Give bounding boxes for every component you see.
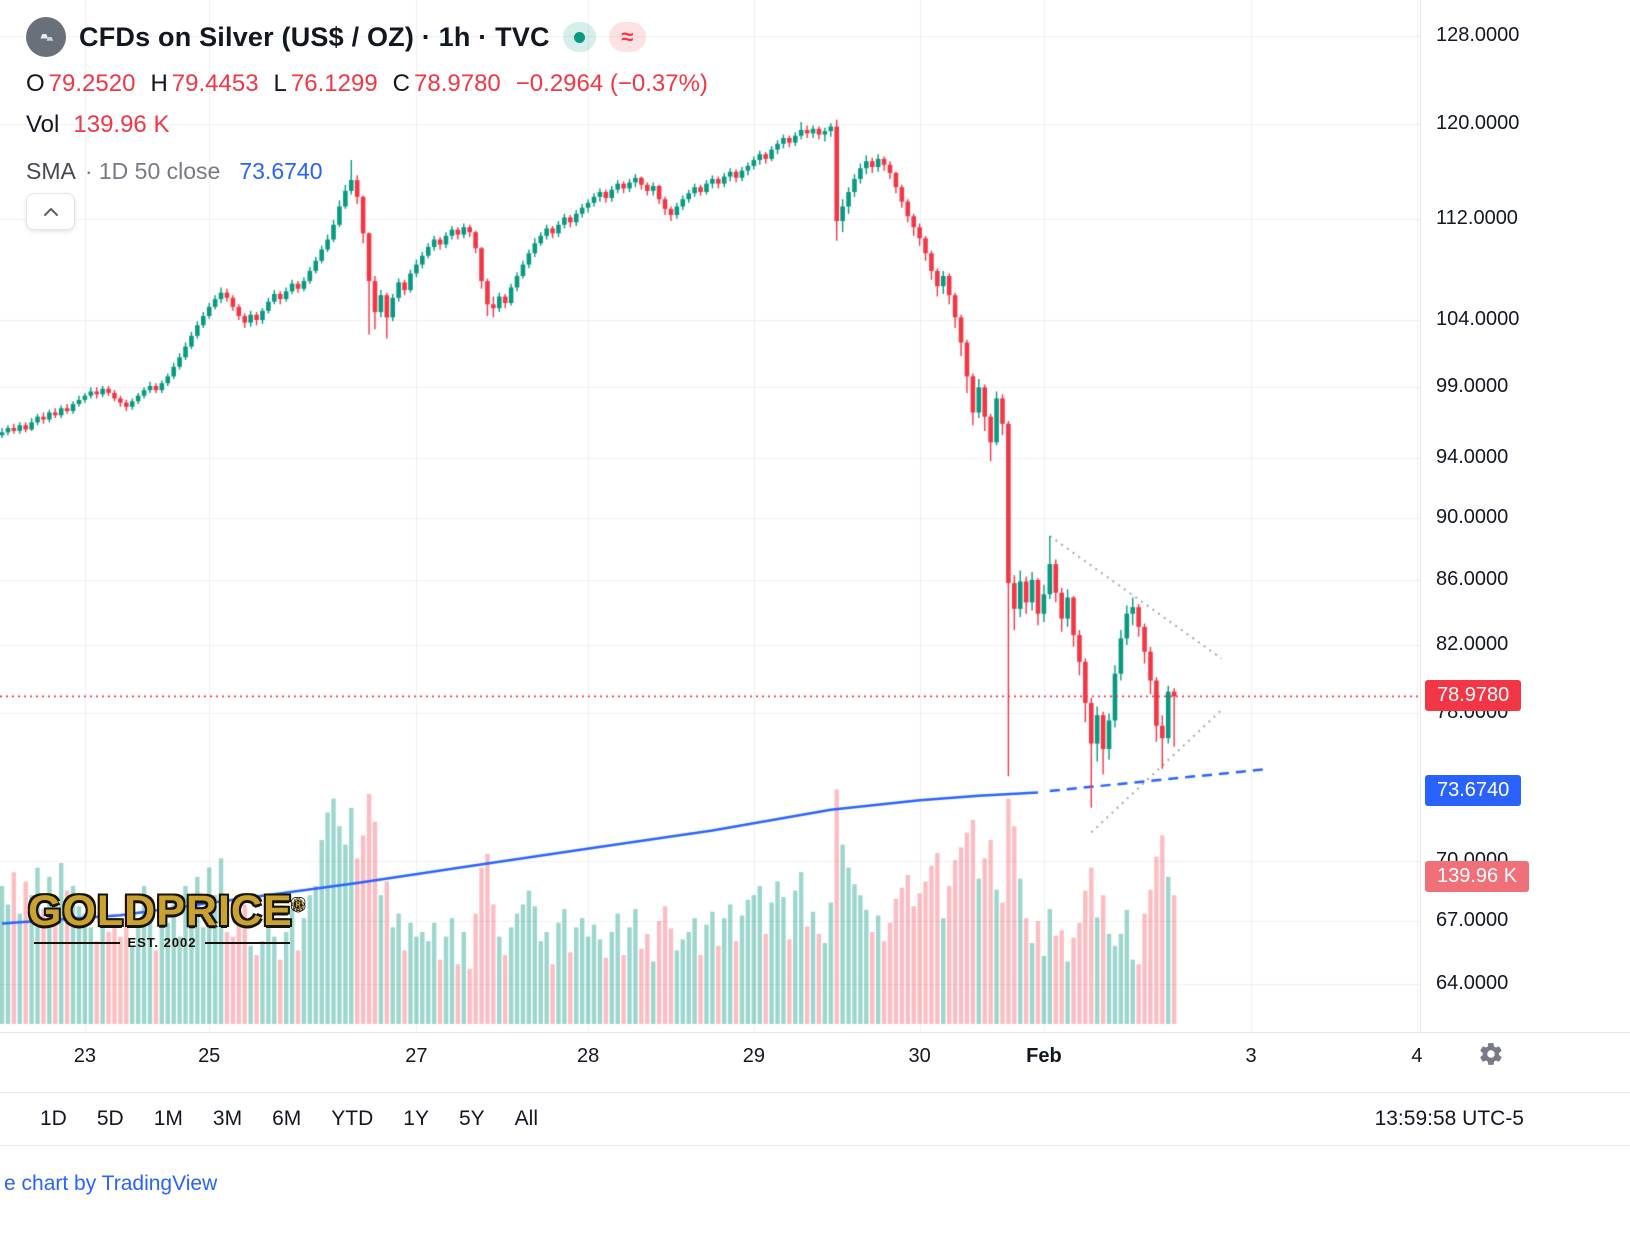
change-value: −0.2964 (−0.37%) bbox=[515, 70, 708, 97]
price-tick-label: 90.0000 bbox=[1436, 505, 1509, 528]
high-value: H 79.4453 bbox=[150, 70, 259, 97]
last-price-badge: 78.9780 bbox=[1425, 680, 1522, 712]
gear-icon bbox=[1480, 1043, 1502, 1065]
range-button-1y[interactable]: 1Y bbox=[403, 1107, 429, 1130]
est-text: EST. 2002 bbox=[127, 935, 197, 951]
symbol-title-row: CFDs on Silver (US$ / OZ) · 1h · TVC ≈ bbox=[26, 12, 708, 62]
approx-badge[interactable]: ≈ bbox=[608, 22, 646, 52]
volume-value-badge: 139.96 K bbox=[1425, 861, 1530, 893]
sma-label: SMA bbox=[26, 158, 76, 184]
goldprice-logo-text: GOLDPRICE® bbox=[28, 887, 305, 935]
goldprice-est-line: EST. 2002 bbox=[28, 935, 296, 950]
ingot-icon bbox=[40, 34, 54, 41]
chart-legend: CFDs on Silver (US$ / OZ) · 1h · TVC ≈ O… bbox=[26, 12, 708, 185]
rule-right bbox=[204, 941, 290, 944]
chevron-up-icon bbox=[43, 207, 58, 216]
range-button-5y[interactable]: 5Y bbox=[458, 1107, 485, 1130]
sma-value-badge: 73.6740 bbox=[1425, 775, 1522, 807]
sma-params: · 1D 50 close bbox=[84, 158, 221, 184]
sma-row: SMA · 1D 50 close 73.6740 bbox=[26, 158, 708, 185]
time-tick-label: 3 bbox=[1245, 1045, 1257, 1067]
clock-timezone: 13:59:58 UTC-5 bbox=[1374, 1107, 1524, 1130]
up-dot-badge[interactable] bbox=[562, 22, 596, 52]
close-value: C 78.9780 bbox=[392, 70, 501, 97]
range-button-3m[interactable]: 3M bbox=[212, 1107, 243, 1130]
range-buttons: 1D 5D 1M 3M 6M YTD 1Y 5Y All bbox=[40, 1107, 538, 1131]
price-tick-label: 99.0000 bbox=[1436, 375, 1509, 398]
price-tick-label: 112.0000 bbox=[1436, 206, 1518, 229]
range-button-ytd[interactable]: YTD bbox=[331, 1107, 374, 1130]
time-tick-label: 23 bbox=[73, 1045, 96, 1067]
price-tick-label: 128.0000 bbox=[1436, 24, 1520, 46]
time-tick-label: 4 bbox=[1411, 1045, 1423, 1067]
time-tick-label: 27 bbox=[405, 1045, 428, 1067]
range-toolbar: 1D 5D 1M 3M 6M YTD 1Y 5Y All 13:59:58 UTC-5 bbox=[0, 1092, 1630, 1145]
chart-title: CFDs on Silver (US$ / OZ) · 1h · TVC bbox=[79, 21, 550, 52]
volume-value: 139.96 K bbox=[73, 111, 170, 138]
price-axis[interactable]: 128.0000 120.0000 112.0000 104.0000 99.0000 9… bbox=[1420, 0, 1630, 1032]
range-button-1d[interactable]: 1D bbox=[40, 1107, 67, 1130]
sma-value: 73.6740 bbox=[239, 158, 323, 184]
range-button-6m[interactable]: 6M bbox=[272, 1107, 302, 1130]
time-tick-label: 25 bbox=[198, 1045, 221, 1067]
price-tick-label: 82.0000 bbox=[1436, 633, 1509, 656]
price-tick-label: 104.0000 bbox=[1436, 307, 1520, 330]
goldprice-watermark: GOLDPRICE® EST. 2002 bbox=[28, 887, 305, 950]
price-tick-label: 120.0000 bbox=[1436, 112, 1520, 135]
candlestick-canvas[interactable] bbox=[0, 0, 1420, 1032]
ohlc-row: O 79.2520 H 79.4453 L 76.1299 C 78.9780 −0.2… bbox=[26, 70, 708, 98]
collapse-legend-button[interactable] bbox=[26, 193, 75, 230]
chart-plot-area[interactable]: GOLDPRICE® EST. 2002 bbox=[0, 0, 1420, 1032]
price-tick-label: 94.0000 bbox=[1436, 446, 1509, 469]
price-tick-label: 64.0000 bbox=[1436, 972, 1509, 994]
range-button-5d[interactable]: 5D bbox=[96, 1107, 124, 1130]
time-axis[interactable]: 23 25 27 28 29 30 Feb 3 4 bbox=[0, 1032, 1630, 1093]
dot-icon bbox=[573, 31, 585, 43]
silver-symbol-icon bbox=[26, 17, 66, 57]
axis-settings-button[interactable] bbox=[1478, 1041, 1504, 1067]
volume-row: Vol 139.96 K bbox=[26, 111, 708, 139]
volume-label: Vol bbox=[26, 111, 60, 138]
time-tick-label: 30 bbox=[908, 1045, 931, 1067]
price-tick-label: 86.0000 bbox=[1436, 567, 1509, 590]
attribution-footer: e chart by TradingView bbox=[0, 1145, 1630, 1254]
tradingview-attribution-link[interactable]: e chart by TradingView bbox=[4, 1172, 218, 1195]
low-value: L 76.1299 bbox=[273, 70, 378, 97]
time-tick-label: 28 bbox=[576, 1045, 600, 1067]
open-value: O 79.2520 bbox=[26, 70, 136, 97]
range-button-1m[interactable]: 1M bbox=[153, 1107, 183, 1130]
price-tick-label: 67.0000 bbox=[1436, 909, 1509, 932]
range-button-all[interactable]: All bbox=[514, 1107, 538, 1130]
rule-left bbox=[34, 941, 120, 944]
registered-mark: ® bbox=[292, 896, 305, 914]
time-tick-label: 29 bbox=[742, 1045, 765, 1067]
time-tick-label: Feb bbox=[1026, 1045, 1062, 1067]
